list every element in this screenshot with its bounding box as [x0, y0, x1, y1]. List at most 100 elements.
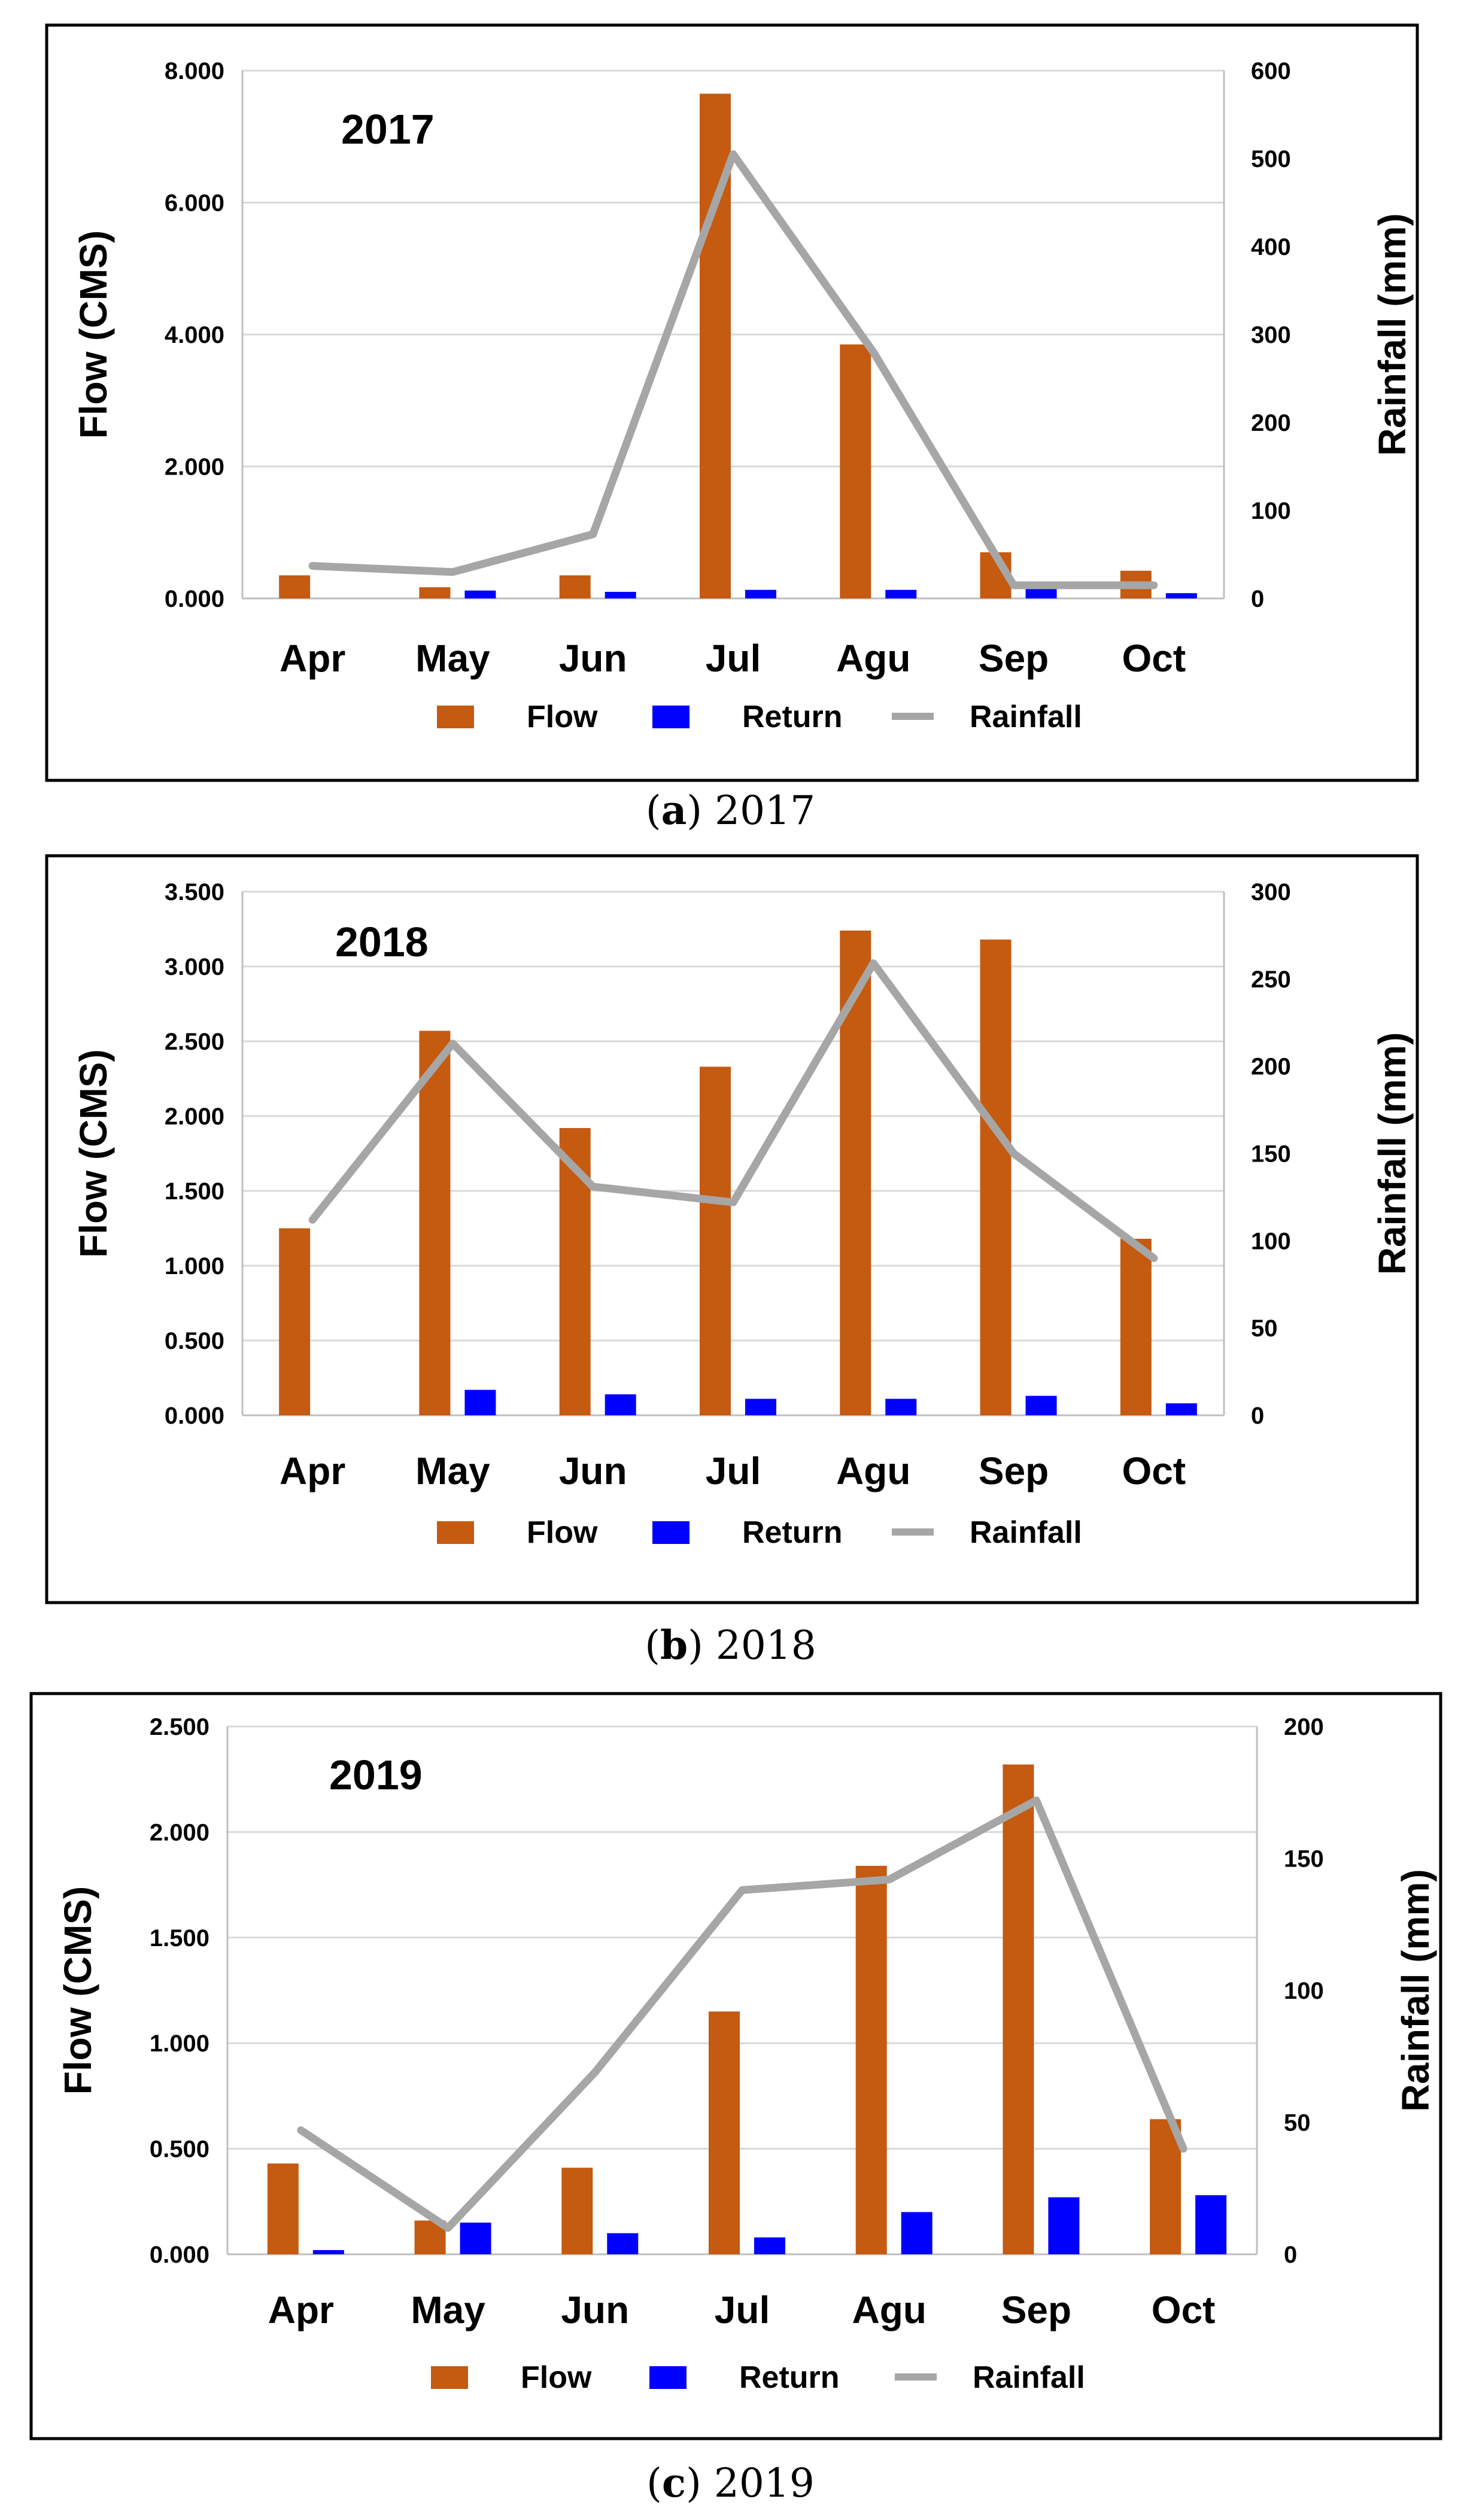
y-tick-label: 1.500 [150, 1925, 209, 1951]
flow-bar [980, 940, 1012, 1415]
panel-2017: 0.000 2.000 4.000 6.000 8.000 0 100 200 300 400 50… [0, 0, 1461, 838]
legend-label-rainfall: Rainfall [970, 700, 1082, 734]
return-bar [1165, 1403, 1197, 1415]
y2-tick-label: 150 [1251, 1141, 1291, 1168]
rainfall-point [452, 1042, 454, 1044]
legend-swatch-flow [437, 1521, 474, 1544]
caption-letter: a [661, 787, 687, 834]
rainfall-point [594, 2071, 596, 2073]
caption-letter: b [660, 1622, 688, 1668]
caption-2019: (c) 2019 [646, 2460, 815, 2506]
y-tick-label: 0.500 [150, 2136, 209, 2163]
return-bar [1025, 586, 1057, 598]
legend-label-rainfall: Rainfall [973, 2360, 1085, 2395]
return-bar [754, 2237, 785, 2254]
flow-bar [279, 1228, 311, 1415]
rainfall-point [873, 962, 874, 964]
y2-tick-label: 0 [1251, 1403, 1264, 1429]
panel-2018: 0.000 0.500 1.000 1.500 2.000 2.500 3.000 3.500… [0, 838, 1461, 1676]
category-label: May [415, 1449, 490, 1492]
y2-axis-title: Rainfall (mm) [1394, 1869, 1437, 2111]
rainfall-point [312, 1219, 314, 1221]
caption-year: 2017 [715, 788, 816, 834]
panel-2019: 0.000 0.500 1.000 1.500 2.000 2.500 0 50 100 150 2… [0, 1676, 1461, 2520]
category-label: Jul [706, 637, 761, 680]
rainfall-point [873, 351, 874, 353]
flow-bar [1120, 1239, 1152, 1415]
flow-bar [559, 575, 591, 598]
y2-tick-label: 250 [1251, 966, 1291, 993]
flow-bar [840, 931, 871, 1415]
y2-tick-label: 0 [1284, 2242, 1297, 2268]
category-label: Jun [561, 2288, 629, 2331]
return-bar [605, 591, 636, 598]
y2-tick-label: 0 [1251, 586, 1264, 612]
category-label: Jun [559, 1449, 627, 1492]
legend-label-return: Return [742, 1515, 843, 1550]
y2-tick-label: 400 [1251, 234, 1291, 260]
chart-2019: 0.000 0.500 1.000 1.500 2.000 2.500 0 50 100 150 2… [29, 1692, 1442, 2440]
category-label: Jul [706, 1449, 761, 1492]
y-tick-label: 0.500 [165, 1328, 224, 1354]
category-label: Apr [280, 1449, 345, 1492]
rainfall-point [312, 565, 314, 567]
flow-bar [561, 2168, 593, 2254]
chart-2017: 0.000 2.000 4.000 6.000 8.000 0 100 200 300 400 50… [45, 23, 1419, 782]
category-label: Jun [559, 637, 627, 680]
flow-bar [840, 344, 871, 598]
category-label: Agu [852, 2288, 927, 2331]
y2-tick-label: 300 [1251, 879, 1291, 905]
y2-axis-title: Rainfall (mm) [1371, 1032, 1414, 1275]
y-axis-title: Flow (CMS) [72, 230, 115, 439]
legend-label-return: Return [739, 2360, 840, 2395]
legend-swatch-return [652, 1521, 690, 1544]
chart-frame [29, 1692, 1442, 2440]
y2-tick-label: 100 [1251, 1228, 1291, 1254]
y-tick-label: 1.500 [165, 1178, 224, 1205]
return-bar [745, 589, 776, 598]
category-label: Oct [1122, 637, 1186, 680]
chart-frame [45, 23, 1419, 782]
y2-tick-label: 100 [1284, 1978, 1324, 2004]
return-bar [1165, 593, 1197, 598]
caption-letter: c [661, 2460, 687, 2506]
return-bar [460, 2223, 491, 2254]
rainfall-point [1153, 584, 1155, 586]
category-label: May [411, 2288, 485, 2331]
y-tick-label: 2.000 [150, 1819, 209, 1846]
flow-bar [267, 2163, 299, 2254]
rainfall-point [1153, 1257, 1155, 1259]
chart-title: 2019 [329, 1752, 423, 1798]
legend-swatch-flow [437, 706, 474, 728]
y-tick-label: 4.000 [165, 322, 224, 348]
flow-bar [1003, 1764, 1034, 2254]
flow-bar [709, 2011, 740, 2254]
y-tick-label: 2.500 [165, 1029, 224, 1055]
y2-tick-label: 500 [1251, 146, 1291, 172]
legend-label-flow: Flow [527, 700, 598, 734]
flow-bar [419, 1031, 451, 1415]
return-bar [464, 1390, 496, 1415]
caption-year: 2019 [713, 2460, 815, 2506]
legend-swatch-flow [431, 2366, 468, 2389]
y2-tick-label: 300 [1251, 322, 1291, 348]
category-label: May [415, 637, 490, 680]
y-tick-label: 8.000 [165, 58, 224, 84]
chart-title: 2018 [335, 919, 429, 965]
y-tick-label: 0.000 [165, 586, 224, 612]
legend-swatch-return [652, 706, 690, 728]
rainfall-point [742, 1889, 743, 1891]
category-label: Sep [1001, 2288, 1071, 2331]
rainfall-point [452, 571, 454, 573]
caption-year: 2018 [715, 1622, 816, 1668]
y-axis-title: Flow (CMS) [72, 1049, 115, 1257]
rainfall-line [297, 1796, 1187, 2232]
return-bar [885, 589, 917, 598]
y-tick-label: 0.000 [150, 2242, 209, 2268]
rainfall-point [1035, 1799, 1037, 1801]
category-label: Agu [836, 637, 910, 680]
return-bar [1025, 1396, 1057, 1415]
legend-swatch-return [649, 2366, 687, 2389]
y2-axis-title: Rainfall (mm) [1371, 213, 1414, 455]
y-tick-label: 2.000 [165, 1104, 224, 1130]
